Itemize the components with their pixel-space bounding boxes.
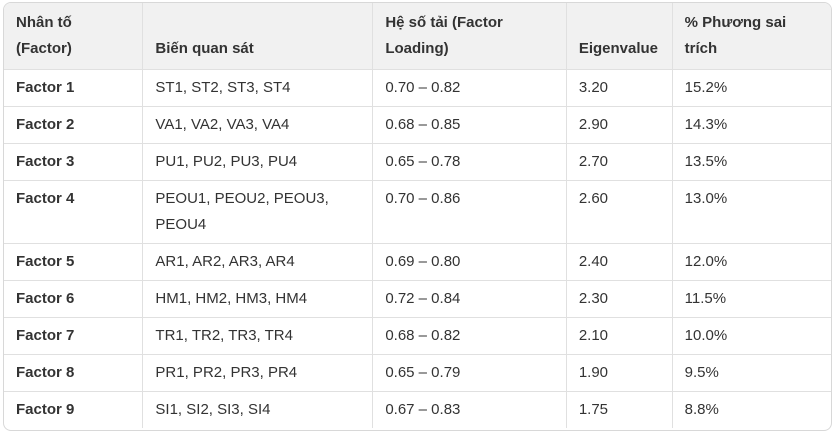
factor-analysis-table: Nhân tố (Factor) Biến quan sát Hệ số tải… (4, 3, 831, 428)
cell-variables: AR1, AR2, AR3, AR4 (142, 243, 374, 281)
cell-eigenvalue: 2.10 (566, 317, 673, 355)
cell-variables: HM1, HM2, HM3, HM4 (142, 280, 374, 318)
cell-factor: Factor 5 (4, 243, 144, 281)
table-row: Factor 4 PEOU1, PEOU2, PEOU3, PEOU4 0.70 –… (4, 180, 831, 244)
table-body: Factor 1 ST1, ST2, ST3, ST4 0.70 – 0.82 3.2… (4, 69, 831, 428)
table-row: Factor 5 AR1, AR2, AR3, AR4 0.69 – 0.80 2.4… (4, 243, 831, 281)
cell-factor: Factor 6 (4, 280, 144, 318)
cell-variance: 11.5% (672, 280, 831, 318)
cell-eigenvalue: 2.90 (566, 106, 673, 144)
cell-variables: PU1, PU2, PU3, PU4 (142, 143, 374, 181)
cell-loading: 0.65 – 0.79 (372, 354, 567, 392)
cell-eigenvalue: 1.75 (566, 391, 673, 428)
cell-variance: 13.5% (672, 143, 831, 181)
cell-variables: SI1, SI2, SI3, SI4 (142, 391, 374, 428)
cell-eigenvalue: 2.60 (566, 180, 673, 244)
cell-loading: 0.68 – 0.85 (372, 106, 567, 144)
cell-variables: ST1, ST2, ST3, ST4 (142, 69, 374, 107)
cell-factor: Factor 7 (4, 317, 144, 355)
cell-eigenvalue: 1.90 (566, 354, 673, 392)
cell-loading: 0.69 – 0.80 (372, 243, 567, 281)
col-header-variance-extracted: % Phương sai trích (672, 3, 831, 70)
cell-eigenvalue: 3.20 (566, 69, 673, 107)
cell-variance: 10.0% (672, 317, 831, 355)
cell-factor: Factor 9 (4, 391, 144, 428)
table-row: Factor 8 PR1, PR2, PR3, PR4 0.65 – 0.79 1.9… (4, 354, 831, 392)
cell-eigenvalue: 2.30 (566, 280, 673, 318)
cell-factor: Factor 8 (4, 354, 144, 392)
cell-loading: 0.70 – 0.86 (372, 180, 567, 244)
cell-variance: 15.2% (672, 69, 831, 107)
cell-loading: 0.65 – 0.78 (372, 143, 567, 181)
table-row: Factor 6 HM1, HM2, HM3, HM4 0.72 – 0.84 2.3… (4, 280, 831, 318)
col-header-eigenvalue: Eigenvalue (566, 3, 673, 70)
table-row: Factor 1 ST1, ST2, ST3, ST4 0.70 – 0.82 3.2… (4, 69, 831, 107)
cell-loading: 0.68 – 0.82 (372, 317, 567, 355)
table-row: Factor 3 PU1, PU2, PU3, PU4 0.65 – 0.78 2.7… (4, 143, 831, 181)
cell-variables: TR1, TR2, TR3, TR4 (142, 317, 374, 355)
col-header-factor-loading: Hệ số tải (Factor Loading) (372, 3, 567, 70)
cell-variance: 8.8% (684, 401, 719, 418)
cell-loading: 0.67 – 0.83 (372, 391, 567, 428)
cell-loading: 0.72 – 0.84 (372, 280, 567, 318)
factor-analysis-table-card: Nhân tố (Factor) Biến quan sát Hệ số tải… (3, 2, 832, 431)
table-header-row: Nhân tố (Factor) Biến quan sát Hệ số tải… (4, 3, 831, 70)
cell-factor: Factor 4 (4, 180, 144, 244)
cell-variables: PR1, PR2, PR3, PR4 (142, 354, 374, 392)
cell-loading: 0.70 – 0.82 (372, 69, 567, 107)
cell-variance: 9.5% (672, 354, 831, 392)
table-row: Factor 9 SI1, SI2, SI3, SI4 0.67 – 0.83 1.7… (4, 391, 831, 428)
cell-eigenvalue: 2.70 (566, 143, 673, 181)
cell-factor: Factor 2 (4, 106, 144, 144)
cell-variance: 12.0% (672, 243, 831, 281)
cell-factor: Factor 1 (4, 69, 144, 107)
cell-variables: PEOU1, PEOU2, PEOU3, PEOU4 (142, 180, 374, 244)
cell-variance: 13.0% (672, 180, 831, 244)
col-header-factor: Nhân tố (Factor) (4, 3, 144, 70)
cell-variables: VA1, VA2, VA3, VA4 (142, 106, 374, 144)
table-row: Factor 7 TR1, TR2, TR3, TR4 0.68 – 0.82 2.1… (4, 317, 831, 355)
cell-variance: 14.3% (672, 106, 831, 144)
cell-factor: Factor 3 (4, 143, 144, 181)
cell-eigenvalue: 2.40 (566, 243, 673, 281)
table-header: Nhân tố (Factor) Biến quan sát Hệ số tải… (4, 3, 831, 70)
col-header-observed-variables: Biến quan sát (142, 3, 374, 70)
table-row: Factor 2 VA1, VA2, VA3, VA4 0.68 – 0.85 2.9… (4, 106, 831, 144)
